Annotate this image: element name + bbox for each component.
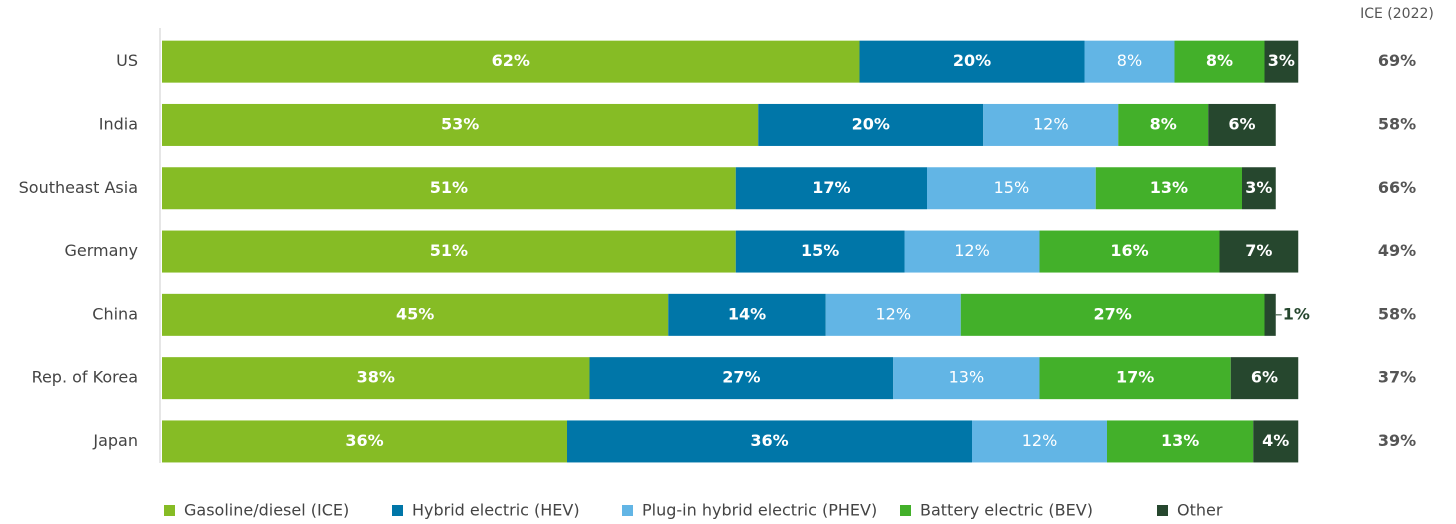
value-label: 36%	[750, 431, 788, 450]
value-label: 38%	[357, 368, 395, 387]
value-label: 12%	[1033, 114, 1069, 133]
value-label: 45%	[396, 304, 434, 323]
value-label: 51%	[430, 178, 468, 197]
value-label: 20%	[852, 114, 890, 133]
legend-swatch	[392, 505, 403, 516]
bar-segment	[589, 357, 894, 400]
value-label: 14%	[728, 304, 766, 323]
legend-label: Plug-in hybrid electric (PHEV)	[642, 501, 877, 520]
bar-segment	[972, 420, 1107, 463]
ice-2022-value: 66%	[1378, 178, 1416, 197]
legend-label: Other	[1177, 501, 1223, 520]
y-tick-label: Germany	[64, 241, 138, 260]
bar-segment	[162, 230, 736, 273]
bar-segment	[960, 293, 1265, 336]
value-label: 15%	[801, 241, 839, 260]
legend-label: Hybrid electric (HEV)	[412, 501, 580, 520]
value-label: 12%	[1022, 431, 1058, 450]
value-label: 4%	[1262, 431, 1289, 450]
legend-swatch	[1157, 505, 1168, 516]
legend-label: Gasoline/diesel (ICE)	[184, 501, 349, 520]
y-tick-label: India	[99, 114, 138, 133]
bar-segment	[735, 230, 905, 273]
y-tick-label: Rep. of Korea	[32, 368, 138, 387]
legend-label: Battery electric (BEV)	[920, 501, 1093, 520]
value-label: 20%	[953, 51, 991, 70]
value-label: 12%	[875, 304, 911, 323]
bar-segment	[1107, 420, 1254, 463]
bar-segment	[162, 167, 736, 210]
value-label: 62%	[492, 51, 530, 70]
bar-segment	[1253, 420, 1299, 463]
bar-segment	[162, 420, 567, 463]
value-label: 8%	[1117, 51, 1142, 70]
legend-swatch	[164, 505, 175, 516]
value-label: 27%	[722, 368, 760, 387]
value-label: 51%	[430, 241, 468, 260]
bar-segment	[162, 357, 590, 400]
bar-segment	[825, 293, 961, 336]
bar-segment	[162, 103, 759, 146]
bar-segment	[1219, 230, 1299, 273]
value-label: 13%	[1161, 431, 1199, 450]
ice-2022-value: 58%	[1378, 304, 1416, 323]
y-tick-label: Japan	[92, 431, 138, 450]
legend-swatch	[900, 505, 911, 516]
value-label: 8%	[1206, 51, 1233, 70]
bar-segment	[1084, 40, 1175, 83]
bar-segment	[758, 103, 984, 146]
value-label: 3%	[1245, 178, 1272, 197]
bar-segment	[983, 103, 1119, 146]
value-label: 1%	[1283, 304, 1310, 323]
bar-segment	[668, 293, 826, 336]
value-label: 16%	[1110, 241, 1148, 260]
bar-segment	[1242, 167, 1276, 210]
y-tick-label: US	[116, 51, 138, 70]
y-tick-label: Southeast Asia	[19, 178, 138, 197]
value-label: 13%	[1150, 178, 1188, 197]
legend-swatch	[622, 505, 633, 516]
bar-segment	[1230, 357, 1299, 400]
value-label: 17%	[812, 178, 850, 197]
value-label: 13%	[949, 368, 985, 387]
value-label: 8%	[1150, 114, 1177, 133]
bar-segment	[1039, 230, 1220, 273]
bar-segment	[1174, 40, 1265, 83]
bar-segment	[1118, 103, 1209, 146]
bar-segment	[893, 357, 1040, 400]
bar-segment	[162, 293, 669, 336]
bar-segment	[567, 420, 972, 463]
ice-2022-value: 69%	[1378, 51, 1416, 70]
bar-segment	[1039, 357, 1231, 400]
value-label: 17%	[1116, 368, 1154, 387]
value-label: 15%	[994, 178, 1030, 197]
bar-segment	[927, 167, 1096, 210]
bar-segment	[1264, 293, 1276, 336]
ice-2022-value: 58%	[1378, 114, 1416, 133]
bar-segment	[1095, 167, 1242, 210]
ice-2022-value: 49%	[1378, 241, 1416, 260]
value-label: 6%	[1251, 368, 1278, 387]
bar-segment	[859, 40, 1085, 83]
value-label: 53%	[441, 114, 479, 133]
value-label: 6%	[1228, 114, 1255, 133]
bar-segment	[1208, 103, 1276, 146]
value-label: 36%	[345, 431, 383, 450]
value-label: 27%	[1093, 304, 1131, 323]
value-label: 3%	[1268, 51, 1295, 70]
y-tick-label: China	[92, 304, 138, 323]
bar-segment	[1264, 40, 1299, 83]
ice-2022-value: 39%	[1378, 431, 1416, 450]
ice-2022-value: 37%	[1378, 368, 1416, 387]
value-label: 7%	[1245, 241, 1272, 260]
bar-segment	[162, 40, 860, 83]
bar-segment	[735, 167, 927, 210]
bar-segment	[904, 230, 1040, 273]
ice-column-header: ICE (2022)	[1360, 6, 1434, 22]
value-label: 12%	[954, 241, 990, 260]
